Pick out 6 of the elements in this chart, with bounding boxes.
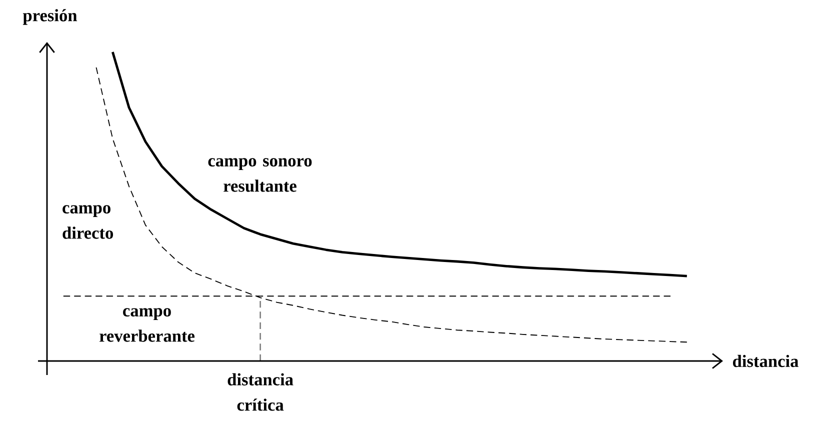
text: distancia crítica [228,373,294,411]
x-axis-title: distancia [732,354,798,368]
series-label: campo reverberante [100,308,195,342]
series-label: campo sonoro resultante [208,158,312,192]
y-axis-title: presión [22,9,78,25]
series-label: campo directo [62,205,114,239]
